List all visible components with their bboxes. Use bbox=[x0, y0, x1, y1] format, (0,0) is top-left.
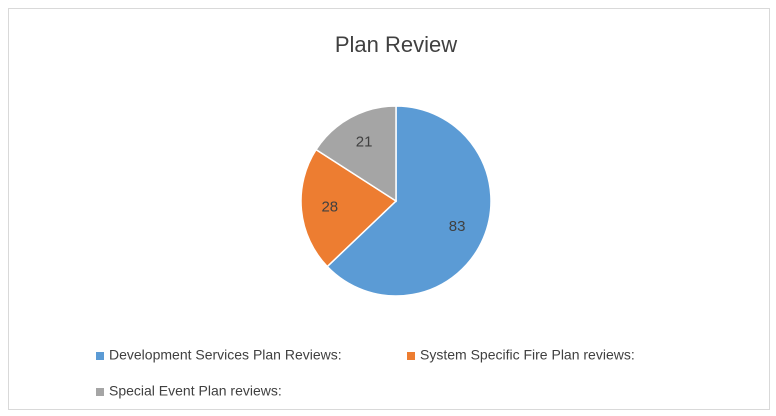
data-label: 21 bbox=[356, 134, 373, 151]
chart-title: Plan Review bbox=[335, 32, 457, 57]
legend-swatch bbox=[407, 352, 415, 360]
data-label: 28 bbox=[321, 198, 338, 215]
legend-swatch bbox=[96, 388, 104, 396]
legend-label: Special Event Plan reviews: bbox=[109, 383, 282, 399]
pie-slice bbox=[300, 148, 398, 268]
data-label: 83 bbox=[449, 218, 466, 235]
legend-label: System Specific Fire Plan reviews: bbox=[420, 347, 635, 363]
pie-slice bbox=[326, 105, 492, 297]
legend-label: Development Services Plan Reviews: bbox=[109, 347, 342, 363]
legend-swatch bbox=[96, 352, 104, 360]
pie-slice bbox=[315, 105, 397, 203]
